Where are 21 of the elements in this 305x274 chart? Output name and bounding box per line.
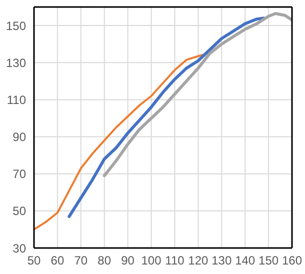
y-tick-label: 130 (6, 56, 26, 70)
y-tick-label: 30 (12, 241, 26, 256)
y-tick-label: 90 (12, 130, 26, 144)
line-series (68, 16, 266, 218)
y-tick-label: 150 (6, 18, 26, 33)
y-tick-label: 110 (6, 92, 26, 107)
x-tick-label: 110 (165, 254, 185, 268)
y-tick-label: 70 (12, 167, 26, 182)
x-tick-label: 60 (50, 254, 64, 268)
x-tick-label: 80 (98, 254, 112, 268)
x-tick-label: 140 (235, 254, 256, 268)
x-tick-label: 70 (74, 254, 88, 268)
x-tick-label: 100 (141, 254, 162, 268)
x-tick-label: 120 (188, 254, 209, 268)
x-tick-label: 160 (282, 254, 302, 268)
x-tick-label: 130 (212, 254, 232, 268)
y-tick-label: 50 (12, 204, 26, 218)
line-series (102, 12, 292, 178)
x-tick-label: 150 (258, 254, 279, 268)
x-tick-label: 50 (27, 254, 41, 268)
x-tick-label: 90 (121, 254, 135, 268)
